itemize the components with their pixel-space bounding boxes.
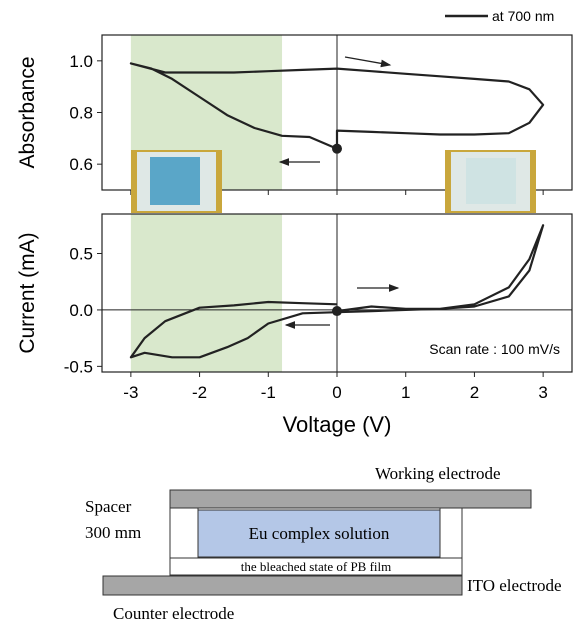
shaded-region bbox=[130, 214, 283, 372]
ito-electrode-bar bbox=[102, 575, 463, 596]
y-tick-label: 0.6 bbox=[69, 155, 93, 174]
working-electrode-label: Working electrode bbox=[375, 464, 501, 483]
legend-label: at 700 nm bbox=[492, 8, 554, 24]
spacer-right bbox=[439, 507, 463, 559]
solution-label: Eu complex solution bbox=[249, 524, 390, 543]
y-tick-label: 0.5 bbox=[69, 245, 93, 264]
working-electrode-bar bbox=[169, 489, 532, 509]
y-tick-label: 0.0 bbox=[69, 301, 93, 320]
inset-photos bbox=[131, 150, 536, 213]
y-tick-label: -0.5 bbox=[64, 357, 93, 376]
start-marker bbox=[332, 306, 342, 317]
film-box bbox=[169, 557, 463, 576]
x-tick-label: 3 bbox=[538, 383, 547, 402]
x-axis-label: Voltage (V) bbox=[283, 412, 392, 437]
x-tick-label: -3 bbox=[123, 383, 138, 402]
ito-electrode-label: ITO electrode bbox=[467, 576, 562, 595]
x-tick-label: 0 bbox=[332, 383, 341, 402]
x-tick-label: -1 bbox=[261, 383, 276, 402]
x-tick-label: 2 bbox=[470, 383, 479, 402]
x-tick-label: 1 bbox=[401, 383, 410, 402]
scan-arrows bbox=[278, 56, 400, 329]
cell-diagram: Working electrode Spacer 300 mm Eu compl… bbox=[85, 464, 562, 622]
film-label: the bleached state of PB film bbox=[241, 559, 392, 574]
y-tick-label: 1.0 bbox=[69, 52, 93, 71]
solution-box bbox=[197, 509, 441, 558]
counter-electrode-label: Counter electrode bbox=[113, 604, 234, 622]
start-marker bbox=[332, 143, 342, 154]
annotation: Scan rate : 100 mV/s bbox=[429, 341, 560, 357]
charts: 0.6 0.8 1.0 Absorbance at 700 nm -3 -2 -1 0 1 2 3 -0… bbox=[16, 8, 573, 437]
data-line bbox=[129, 62, 545, 150]
spacer-size-label: 300 mm bbox=[85, 523, 141, 542]
data-line bbox=[129, 224, 545, 359]
y-tick-label: 0.8 bbox=[69, 104, 93, 123]
y-axis-label: Absorbance bbox=[16, 56, 39, 168]
y-axis-label: Current (mA) bbox=[16, 232, 39, 353]
x-tick-label: -2 bbox=[192, 383, 207, 402]
spacer-left bbox=[169, 507, 199, 559]
spacer-label: Spacer bbox=[85, 497, 132, 516]
